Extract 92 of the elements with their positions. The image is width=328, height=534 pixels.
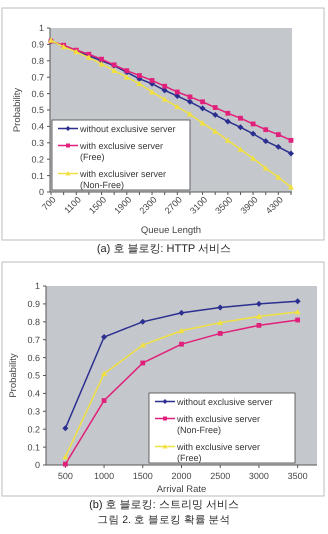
point (124, 74, 130, 80)
point (101, 370, 108, 376)
point (200, 99, 205, 104)
point (237, 146, 244, 152)
x-tick-label: 1500 (132, 471, 153, 481)
y-tick-label: 0.8 (31, 56, 44, 66)
point (102, 398, 106, 403)
point (140, 360, 146, 366)
point (288, 150, 294, 156)
point (275, 174, 282, 180)
point (136, 80, 142, 86)
point (238, 116, 243, 121)
y-tick-label: 0.4 (27, 388, 40, 399)
point (218, 331, 223, 336)
legend-label: with exclusive server (Free) (176, 442, 260, 463)
y-tick-label: 0.5 (31, 105, 44, 116)
x-axis-title: Arrival Rate (156, 484, 206, 495)
point (62, 462, 68, 467)
point (178, 310, 184, 316)
y-axis-title: Probability (8, 353, 19, 398)
point (275, 144, 282, 150)
y-tick-label: 0.4 (31, 122, 44, 132)
point (162, 96, 168, 102)
point (174, 90, 180, 94)
y-tick-label: 0.7 (27, 334, 40, 345)
text: (a) 호 블로킹: HTTP 서비스 (96, 243, 232, 255)
x-tick-label: 3000 (248, 471, 269, 481)
point (150, 78, 154, 83)
x-tick-label: 700 (40, 194, 58, 212)
point (149, 88, 156, 94)
point (140, 318, 146, 325)
point (188, 94, 192, 100)
text: (b) 호 블로킹: 스트리밍 서비스 (89, 499, 239, 511)
point (276, 132, 281, 137)
y-tick-label: 0.7 (31, 72, 44, 82)
y-tick-label: 0.5 (27, 370, 40, 381)
x-tick-label: 2500 (210, 471, 230, 481)
point (256, 322, 262, 328)
legend-label: with exclusiver server (Non-Free) (79, 169, 166, 190)
y-tick-label: 0.1 (31, 170, 44, 181)
y-tick-label: 1 (34, 281, 40, 292)
legend-label: with exclusive server (Non-Free) (176, 414, 260, 435)
point (178, 328, 184, 334)
x-tick-label: 500 (58, 471, 73, 481)
point (101, 334, 108, 340)
point (186, 98, 193, 105)
point (62, 425, 68, 432)
caption: 그림 2. 호 블로킹 확률 분석 (97, 514, 231, 526)
y-tick-label: 1 (38, 23, 44, 34)
point (200, 105, 206, 112)
point (217, 304, 224, 310)
x-axis-title: Queue Length (140, 225, 202, 236)
y-tick-label: 0.2 (27, 424, 40, 434)
point (224, 118, 231, 124)
point (295, 318, 300, 322)
point (137, 73, 142, 78)
point (288, 184, 294, 190)
point (237, 124, 244, 130)
point (256, 313, 262, 319)
point (288, 138, 294, 143)
point (294, 298, 301, 304)
x-tick-label: 2000 (171, 471, 192, 481)
y-tick-label: 0.3 (27, 406, 40, 416)
y-tick-label: 0.3 (31, 138, 44, 148)
y-tick-label: 0.6 (27, 352, 40, 363)
point (111, 68, 118, 74)
legend-label: without exclusive server (176, 397, 273, 407)
y-tick-label: 0.9 (31, 40, 44, 50)
point (174, 104, 180, 110)
point (250, 122, 256, 126)
point (212, 112, 218, 118)
point (62, 454, 68, 460)
legend-label: with exclusive server (Free) (79, 141, 164, 162)
y-tick-label: 0.2 (31, 154, 44, 164)
point (294, 308, 301, 314)
y-tick-label: 0.1 (27, 442, 40, 452)
point (217, 320, 224, 326)
y-tick-label: 0.6 (31, 88, 44, 99)
point (250, 130, 256, 137)
y-tick-label: 0.9 (27, 299, 40, 310)
legend-label: without exclusive server (79, 124, 176, 134)
point (212, 105, 218, 110)
y-tick-label: 0 (34, 460, 40, 470)
y-axis-title: Probability (12, 88, 23, 132)
point (256, 300, 262, 307)
point (179, 342, 184, 347)
x-tick-label: 1000 (94, 471, 114, 481)
point (262, 138, 269, 144)
x-tick-label: 3500 (288, 471, 308, 481)
point (98, 61, 105, 66)
y-tick-label: 0.8 (27, 316, 40, 327)
y-tick-label: 0 (38, 187, 44, 198)
